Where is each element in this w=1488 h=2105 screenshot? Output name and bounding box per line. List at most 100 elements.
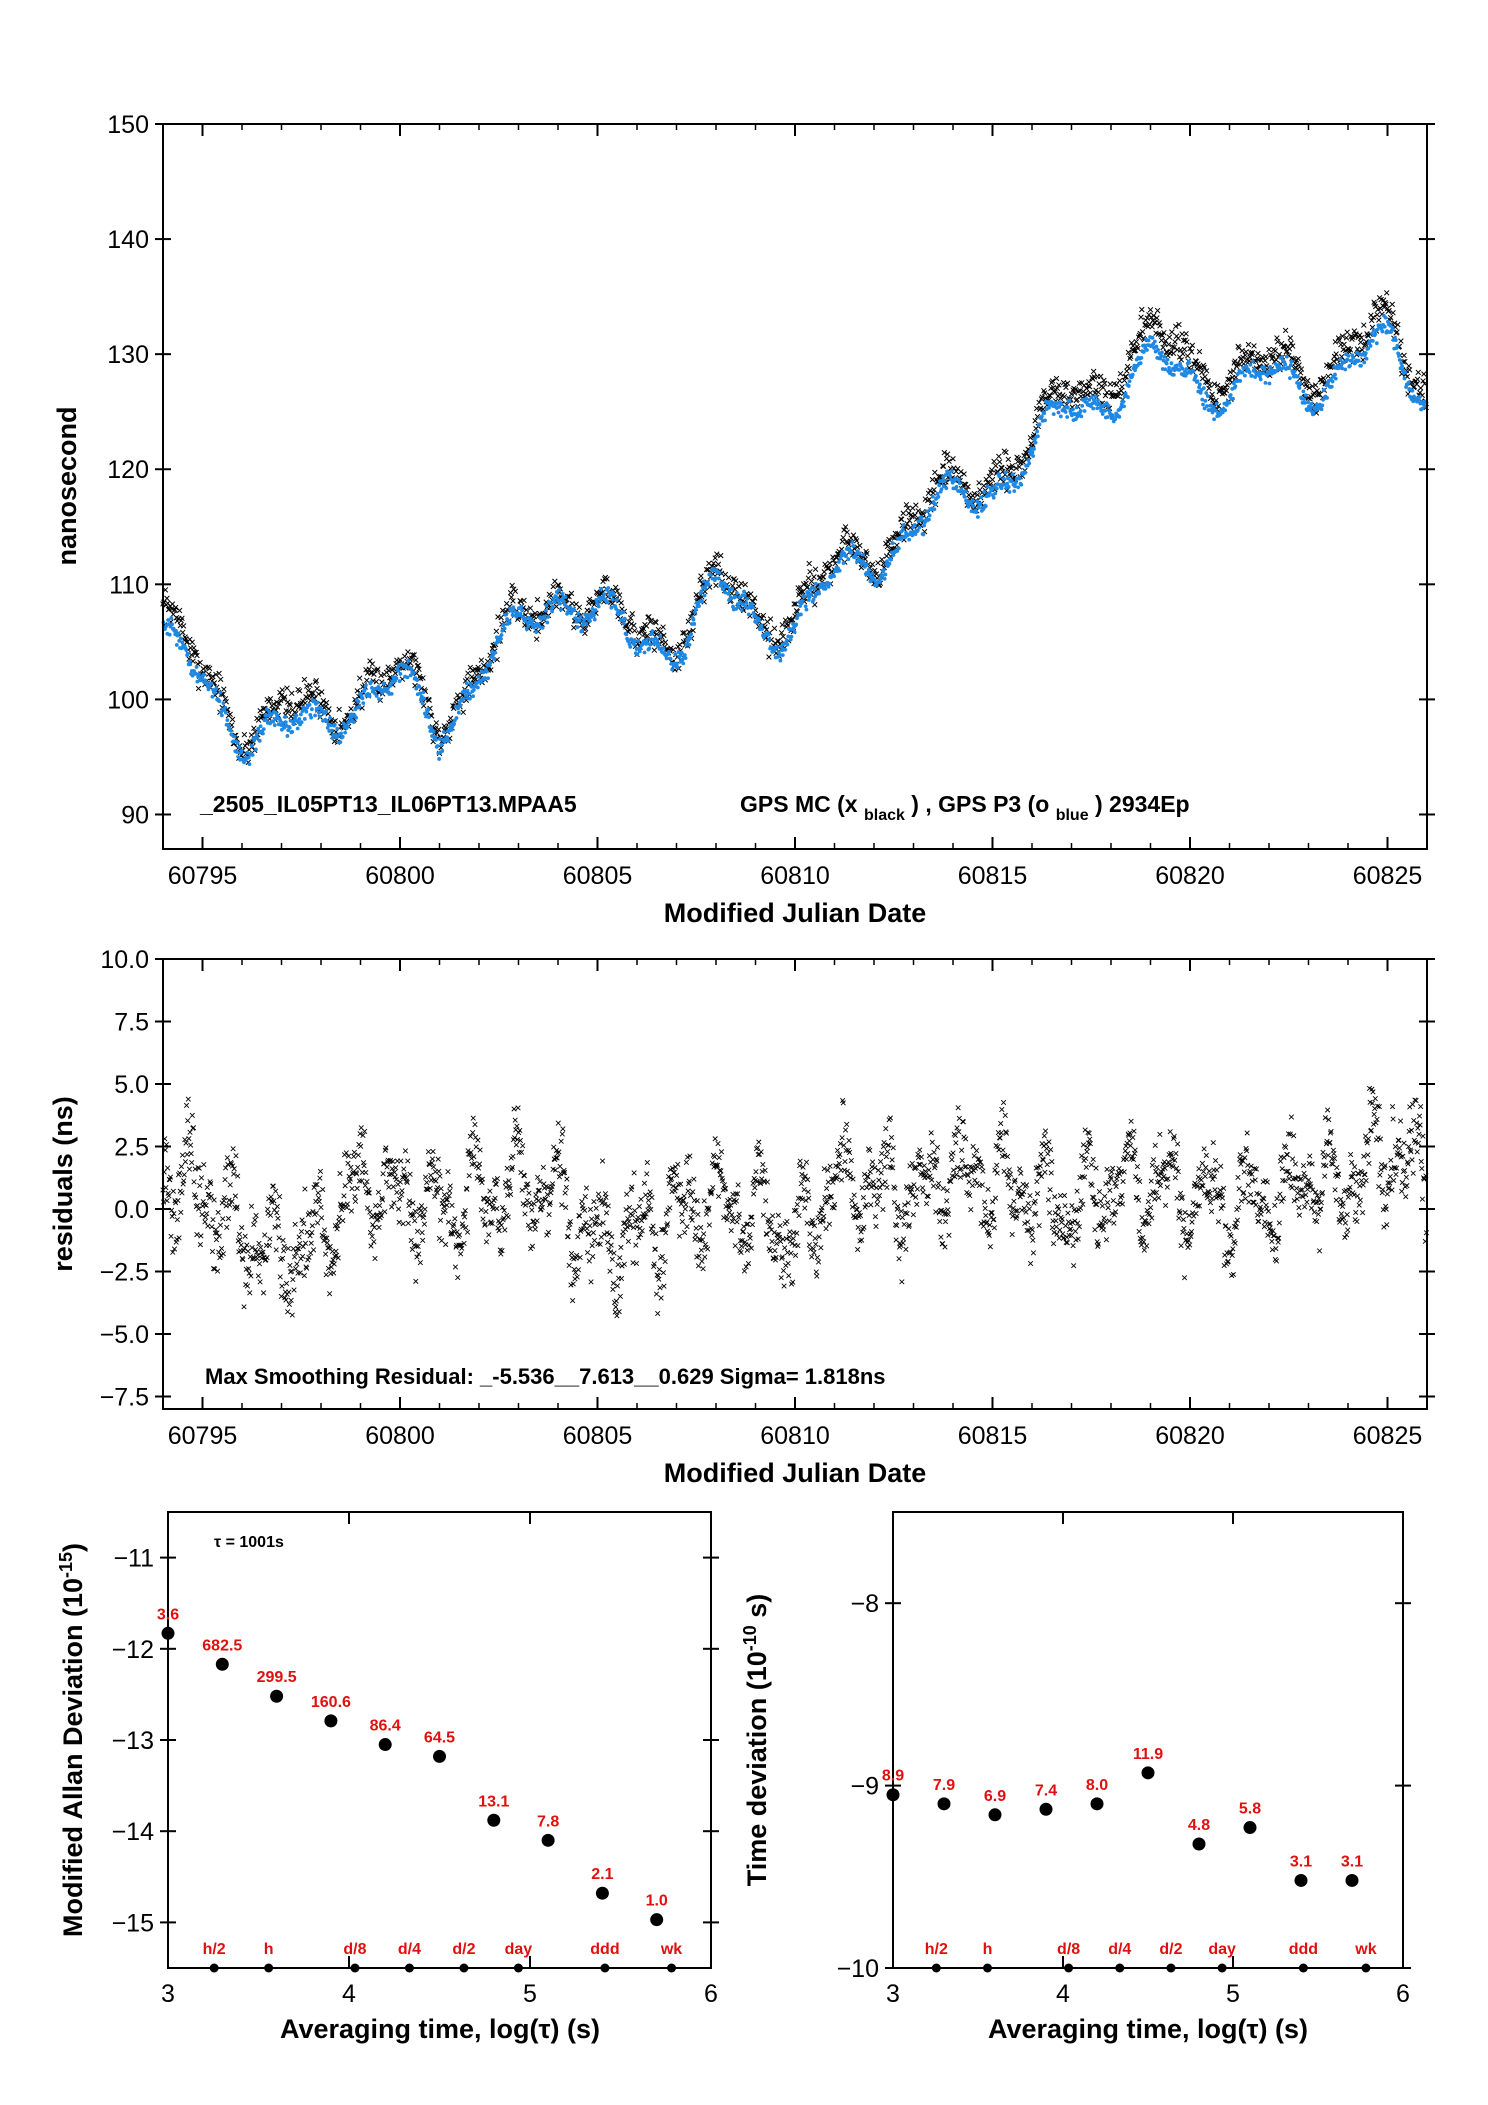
residual-point <box>957 1174 964 1180</box>
mc-point <box>247 739 254 745</box>
p3-point <box>557 588 562 592</box>
residual-point <box>556 1174 563 1180</box>
residual-point <box>452 1216 458 1222</box>
residual-point <box>292 1221 298 1227</box>
residual-point <box>563 1184 569 1191</box>
mc-point <box>1287 335 1294 341</box>
residual-point <box>858 1229 864 1235</box>
p3-point <box>809 592 814 597</box>
mc-point <box>200 666 207 672</box>
residual-point <box>309 1230 315 1236</box>
residual-point <box>1070 1242 1076 1249</box>
residual-point <box>998 1120 1004 1127</box>
p3-point <box>861 552 866 557</box>
residual-point <box>819 1205 825 1211</box>
residual-point <box>1030 1237 1036 1243</box>
mc-point <box>229 716 236 723</box>
residual-point <box>1006 1167 1012 1173</box>
residual-point <box>539 1204 545 1211</box>
p3-point <box>944 486 949 491</box>
mc-point <box>276 700 282 706</box>
residual-point <box>568 1250 575 1257</box>
residual-point <box>203 1202 209 1208</box>
residual-point <box>464 1229 471 1235</box>
mc-point <box>1227 369 1234 375</box>
p3-point <box>357 704 362 709</box>
p3-point <box>218 690 223 695</box>
mc-point <box>1389 301 1395 308</box>
residual-point <box>373 1212 379 1218</box>
residual-point <box>653 1291 660 1297</box>
residual-point <box>494 1175 501 1182</box>
residual-point <box>1080 1142 1087 1148</box>
residual-point <box>1056 1235 1062 1241</box>
residual-point <box>741 1223 747 1230</box>
mc-point <box>820 574 827 580</box>
residual-point <box>618 1244 624 1251</box>
residual-point <box>188 1151 194 1157</box>
mc-point <box>576 604 583 611</box>
residual-point <box>343 1150 349 1156</box>
p3-point <box>1395 343 1400 348</box>
residual-point <box>198 1175 205 1181</box>
p3-point <box>1177 368 1182 372</box>
mc-point <box>1247 354 1253 361</box>
residual-point <box>964 1171 970 1177</box>
p3-point <box>1033 440 1038 445</box>
residual-point <box>171 1210 177 1217</box>
mc-point <box>864 550 870 557</box>
residual-point <box>701 1231 707 1237</box>
mc-point <box>898 516 905 523</box>
mc-point <box>1225 376 1231 383</box>
p3-point <box>896 546 901 551</box>
residual-point <box>1114 1173 1120 1179</box>
residual-point <box>649 1230 656 1236</box>
mc-point <box>251 725 257 732</box>
residual-point <box>1081 1174 1088 1180</box>
residual-point <box>364 1179 370 1185</box>
mc-point <box>1289 343 1296 349</box>
mc-point <box>976 480 982 486</box>
residual-point <box>660 1270 667 1276</box>
residual-point <box>987 1244 993 1250</box>
residual-point <box>283 1280 290 1287</box>
residual-point <box>728 1227 734 1234</box>
p3-point <box>1030 450 1035 455</box>
residual-point <box>209 1224 215 1230</box>
residual-point <box>690 1189 696 1195</box>
residual-point <box>574 1274 580 1280</box>
residual-point <box>250 1256 256 1262</box>
residual-point <box>566 1225 572 1231</box>
residual-point <box>768 1219 774 1225</box>
residual-point <box>1098 1198 1104 1204</box>
residual-point <box>239 1225 245 1231</box>
residual-point <box>790 1235 796 1242</box>
mc-point <box>1154 315 1160 321</box>
residual-point <box>717 1172 723 1178</box>
residual-point <box>807 1231 813 1237</box>
p3-point <box>687 642 692 647</box>
residual-point <box>841 1167 848 1173</box>
residual-point <box>317 1168 324 1174</box>
residual-point <box>728 1202 734 1208</box>
mc-point <box>1165 341 1172 348</box>
residual-point <box>940 1185 946 1192</box>
p3-point <box>167 632 172 637</box>
residual-point <box>1108 1176 1114 1182</box>
residual-point <box>322 1235 328 1241</box>
residual-point <box>1101 1215 1107 1221</box>
mc-point <box>1061 393 1068 400</box>
residual-point <box>244 1283 251 1289</box>
residual-point <box>817 1210 823 1217</box>
residual-point <box>644 1171 650 1177</box>
p3-point <box>939 487 944 492</box>
mc-point <box>1334 356 1340 363</box>
residual-point <box>801 1186 807 1193</box>
p3-point <box>789 634 794 639</box>
residual-point <box>900 1236 907 1242</box>
residual-point <box>1044 1145 1050 1152</box>
p3-point <box>638 646 643 651</box>
residual-point <box>663 1230 669 1236</box>
mc-point <box>521 597 527 604</box>
residual-point <box>838 1177 845 1183</box>
